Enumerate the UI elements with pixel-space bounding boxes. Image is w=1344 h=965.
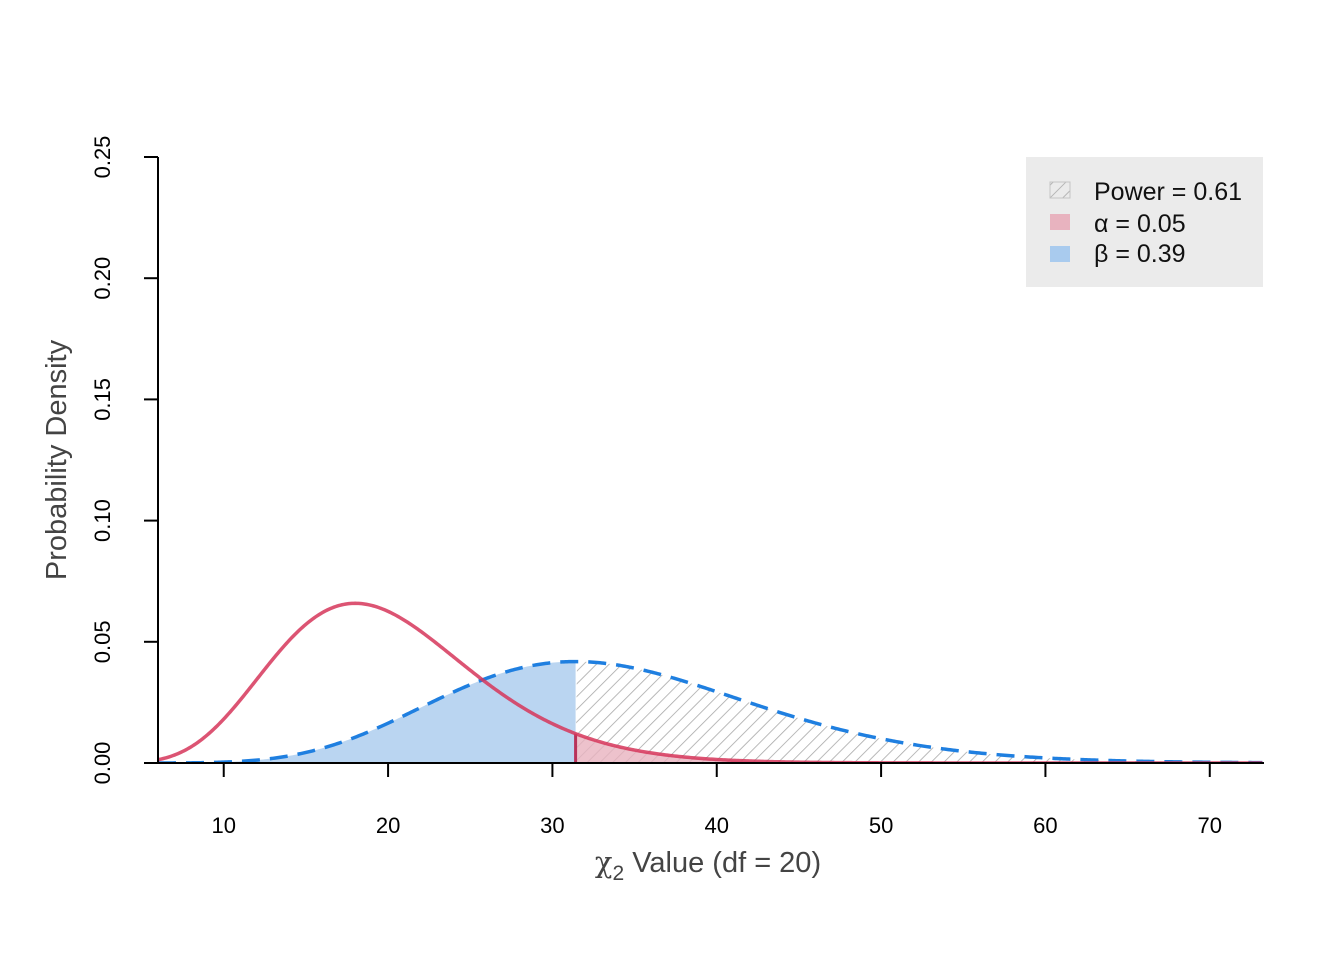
legend-label-power: Power = 0.61: [1094, 178, 1242, 206]
x-tick-label: 60: [1033, 813, 1057, 838]
chi-symbol: χ: [595, 845, 613, 879]
x-tick-label: 10: [211, 813, 235, 838]
chi-subscript: 2: [612, 862, 624, 885]
legend-label-beta: β = 0.39: [1094, 240, 1186, 268]
y-axis-label: Probability Density: [41, 339, 73, 580]
alternative-distribution-line: [158, 659, 1263, 764]
y-tick-label: 0.00: [90, 742, 115, 785]
beta-area: [158, 661, 576, 763]
y-tick-label: 0.05: [90, 620, 115, 663]
legend-label-alpha: α = 0.05: [1094, 210, 1186, 238]
alpha-area: [575, 734, 1264, 763]
x-tick-label: 40: [705, 813, 729, 838]
legend: Power = 0.61 α = 0.05 β = 0.39: [1026, 157, 1263, 287]
legend-swatch-beta: [1050, 246, 1070, 262]
y-tick-label: 0.10: [90, 499, 115, 542]
x-tick-label: 30: [540, 813, 564, 838]
x-axis-label-text: Value (df = 20): [624, 847, 821, 879]
y-tick-label: 0.25: [90, 136, 115, 179]
x-tick-label: 70: [1198, 813, 1222, 838]
legend-swatch-power: [1049, 181, 1071, 199]
y-tick-label: 0.15: [90, 378, 115, 421]
x-tick-label: 50: [869, 813, 893, 838]
x-axis-label: χ2 Value (df = 20): [595, 845, 821, 885]
power-area: [575, 661, 1264, 763]
y-tick-label: 0.20: [90, 257, 115, 300]
legend-swatch-alpha: [1050, 214, 1070, 230]
x-tick-label: 20: [376, 813, 400, 838]
